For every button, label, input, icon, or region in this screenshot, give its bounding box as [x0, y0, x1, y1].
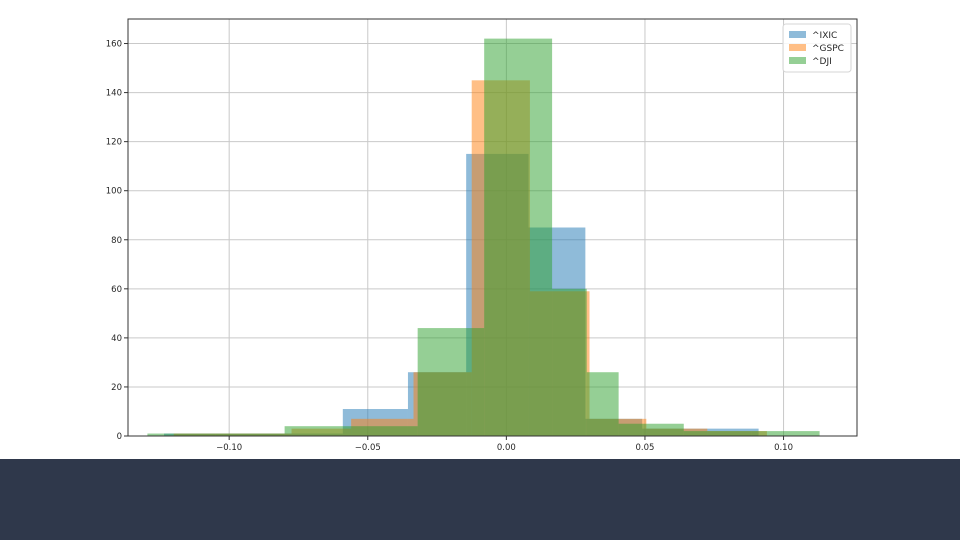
y-tick-label: 100 — [106, 187, 122, 197]
y-tick-label: 60 — [111, 285, 122, 295]
legend-label: ^DJI — [812, 57, 832, 67]
histogram-bar — [618, 423, 684, 436]
y-tick-label: 20 — [111, 383, 122, 393]
legend: ^IXIC ^GSPC ^DJI — [782, 23, 852, 73]
x-tick-label: 0.00 — [497, 443, 516, 453]
y-tick-label: 40 — [111, 334, 122, 344]
legend-swatch — [789, 44, 806, 51]
y-tick-label: 120 — [106, 138, 122, 148]
histogram-bar — [417, 328, 485, 436]
footer-band — [0, 459, 960, 540]
y-tick-label: 80 — [111, 236, 122, 246]
histogram-chart: −0.10 −0.05 0.00 0.05 0.10 0 20 40 60 80 100 120 140… — [106, 18, 858, 453]
histogram-bar — [215, 433, 285, 436]
histogram-bar — [586, 372, 619, 436]
histogram-bar — [284, 426, 418, 436]
chart-area: −0.10 −0.05 0.00 0.05 0.10 0 20 40 60 80 100 120 140… — [105, 18, 858, 453]
histogram-bar — [751, 431, 820, 436]
x-tick-label: 0.10 — [774, 443, 793, 453]
histogram-bar — [552, 288, 587, 436]
bars-layer — [147, 38, 820, 437]
legend-label: ^IXIC — [812, 31, 837, 41]
y-tick-label: 160 — [106, 40, 122, 50]
x-tick-label: 0.05 — [635, 443, 654, 453]
legend-label: ^GSPC — [812, 44, 844, 54]
histogram-bar — [484, 38, 553, 436]
y-tick-label: 140 — [106, 89, 122, 99]
axes-frame — [127, 18, 858, 437]
histogram-bar — [683, 431, 752, 436]
ticks-layer: −0.10 −0.05 0.00 0.05 0.10 0 20 40 60 80 100 120 140… — [106, 40, 793, 453]
x-tick-label: −0.05 — [355, 443, 381, 453]
series-dji — [147, 38, 820, 436]
histogram-bar — [147, 433, 216, 436]
legend-swatch — [789, 57, 806, 64]
x-tick-label: −0.10 — [216, 443, 242, 453]
legend-swatch — [789, 31, 806, 38]
y-tick-label: 0 — [117, 432, 122, 442]
